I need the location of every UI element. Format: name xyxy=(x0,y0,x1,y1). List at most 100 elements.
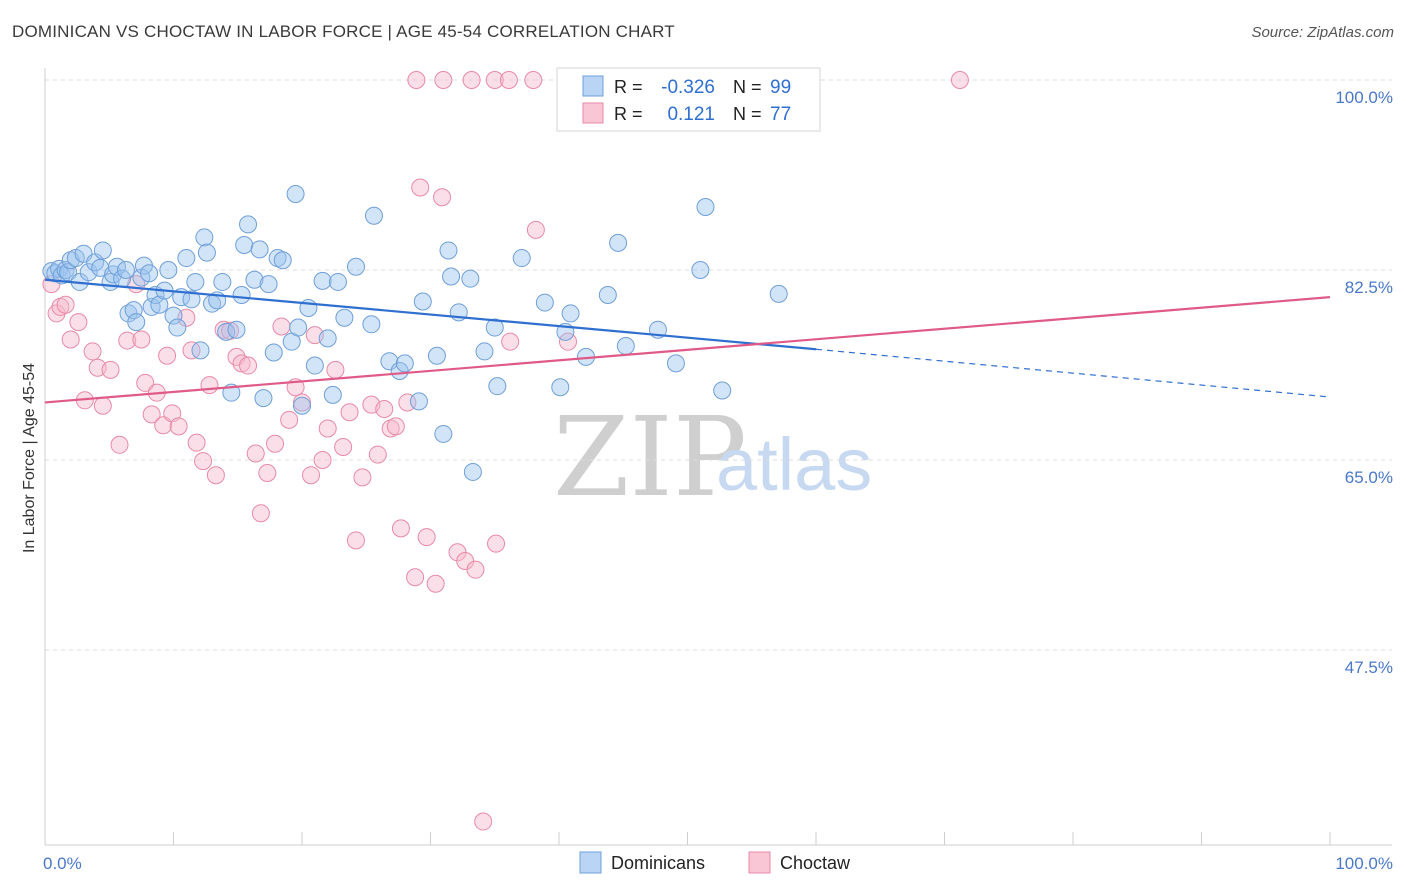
dominican-point-31 xyxy=(168,318,187,337)
choctaw-point-4 xyxy=(61,330,80,349)
dominican-point-85 xyxy=(535,293,554,312)
dominican-point-45 xyxy=(232,285,251,304)
choctaw-point-38 xyxy=(280,410,299,429)
dominican-point-18 xyxy=(116,261,135,279)
y-axis-label: In Labor Force | Age 45-54 xyxy=(21,363,38,553)
legend-r-label-2: R = xyxy=(614,104,643,124)
watermark-atlas: atlas xyxy=(716,423,872,506)
dominican-point-56 xyxy=(286,185,305,203)
dominican-point-54 xyxy=(273,251,292,270)
legend-r-value-2: 0.121 xyxy=(667,104,715,125)
dominican-point-74 xyxy=(427,346,446,365)
dominican-point-33 xyxy=(177,249,196,268)
dominican-point-83 xyxy=(488,377,507,396)
choctaw-point-19 xyxy=(158,346,177,365)
choctaw-point-37 xyxy=(272,317,291,336)
choctaw-point-52 xyxy=(375,399,394,418)
dominicans-trend-line xyxy=(44,278,817,351)
choctaw-point-46 xyxy=(334,437,353,456)
choctaw-point-15 xyxy=(136,373,155,392)
choctaw-point-59 xyxy=(417,528,436,547)
watermark-zip: ZIP xyxy=(553,393,747,521)
choctaw-point-16 xyxy=(142,405,161,424)
dominican-point-20 xyxy=(124,301,143,320)
dominican-point-81 xyxy=(475,342,494,361)
dominican-point-24 xyxy=(140,264,159,283)
y-tick-label-3: 100.0% xyxy=(1335,88,1393,107)
choctaw-point-76 xyxy=(950,71,969,89)
dominican-point-60 xyxy=(305,356,324,375)
choctaw-trend-line xyxy=(44,296,1331,404)
choctaw-point-12 xyxy=(118,331,137,350)
choctaw-point-14 xyxy=(132,330,151,349)
choctaw-point-64 xyxy=(466,560,485,579)
choctaw-point-26 xyxy=(200,376,219,395)
dominican-point-37 xyxy=(195,228,214,247)
y-tick-label-0: 47.5% xyxy=(1345,658,1393,677)
x-tick-label-max: 100.0% xyxy=(1335,854,1393,873)
choctaw-point-55 xyxy=(391,519,410,538)
choctaw-point-41 xyxy=(301,466,320,485)
y-tick-label-1: 65.0% xyxy=(1345,468,1393,487)
choctaw-point-27 xyxy=(206,466,225,485)
stats-legend: R = -0.326 N = 99 R = 0.121 N = 77 xyxy=(556,67,821,132)
choctaw-point-7 xyxy=(83,342,102,361)
choctaw-point-72 xyxy=(462,71,481,89)
choctaw-point-31 xyxy=(232,354,251,373)
choctaw-point-45 xyxy=(326,360,345,379)
legend-n-value-1: 99 xyxy=(770,77,791,98)
dominican-point-71 xyxy=(395,354,414,373)
choctaw-point-33 xyxy=(246,444,265,463)
dominican-point-49 xyxy=(250,240,269,259)
choctaw-point-35 xyxy=(258,464,277,483)
dominican-point-88 xyxy=(561,304,580,323)
bottom-legend-swatch-choctaw xyxy=(748,851,771,874)
x-tick-label-min: 0.0% xyxy=(43,854,82,873)
series-legend: Dominicans Choctaw xyxy=(579,851,851,874)
trend-lines xyxy=(44,278,1331,404)
dominican-point-90 xyxy=(598,285,617,304)
dominican-point-84 xyxy=(512,249,531,268)
choctaw-point-74 xyxy=(499,71,518,89)
dominican-point-65 xyxy=(335,308,354,327)
dominican-point-64 xyxy=(328,272,347,291)
dominican-point-76 xyxy=(439,241,458,260)
dominican-point-57 xyxy=(289,318,308,337)
choctaw-point-44 xyxy=(318,419,337,438)
choctaw-point-66 xyxy=(487,534,506,553)
choctaw-point-75 xyxy=(524,71,543,89)
bottom-legend-label-choctaw: Choctaw xyxy=(780,853,851,873)
dominican-point-79 xyxy=(461,269,480,288)
choctaw-point-21 xyxy=(169,417,188,436)
dominican-point-66 xyxy=(346,257,365,276)
choctaw-point-47 xyxy=(340,403,359,422)
choctaw-point-61 xyxy=(433,188,452,207)
dominican-point-34 xyxy=(182,290,201,309)
dominican-point-77 xyxy=(442,267,461,286)
dominican-point-27 xyxy=(150,295,169,314)
dominican-point-30 xyxy=(164,306,183,325)
dominican-point-25 xyxy=(142,297,161,316)
legend-r-value-1: -0.326 xyxy=(661,77,715,98)
choctaw-point-48 xyxy=(346,531,365,550)
x-axis-ticks xyxy=(173,832,1331,845)
choctaw-point-54 xyxy=(386,417,405,436)
dominican-point-13 xyxy=(93,241,112,260)
dominican-point-72 xyxy=(409,392,428,411)
choctaw-point-68 xyxy=(526,220,545,239)
choctaw-point-25 xyxy=(194,452,213,471)
dominican-point-92 xyxy=(616,337,635,355)
choctaw-point-71 xyxy=(434,71,453,89)
choctaw-point-34 xyxy=(251,504,270,523)
dominican-point-91 xyxy=(609,233,628,252)
dominican-point-62 xyxy=(318,329,337,348)
choctaw-point-67 xyxy=(501,332,520,351)
choctaw-point-36 xyxy=(266,434,285,453)
dominican-point-63 xyxy=(323,385,342,404)
choctaw-point-70 xyxy=(407,71,426,89)
dominican-point-36 xyxy=(191,341,210,360)
choctaw-point-24 xyxy=(187,433,206,452)
choctaw-point-5 xyxy=(69,313,88,332)
dominican-point-61 xyxy=(313,271,332,290)
